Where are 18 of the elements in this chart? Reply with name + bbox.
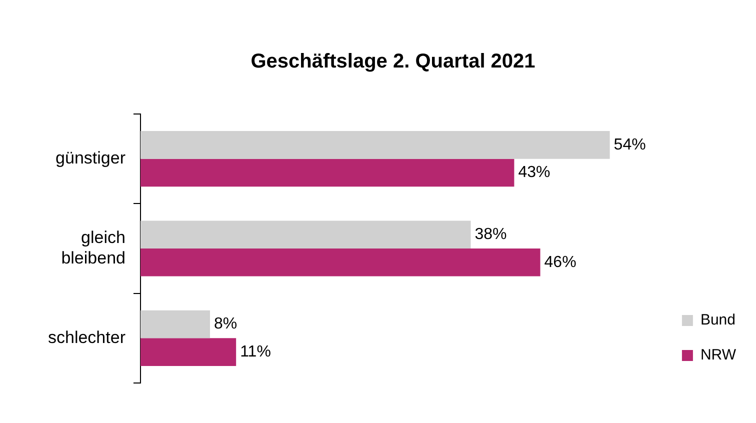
legend-label: NRW	[700, 346, 737, 364]
data-label: 46%	[544, 254, 576, 271]
bar	[140, 310, 210, 338]
legend-label: Bund	[700, 312, 736, 329]
y-tick-label: gleich bleibend	[61, 228, 126, 268]
bar	[140, 158, 514, 187]
bar	[140, 220, 471, 248]
data-label: 38%	[474, 226, 507, 244]
chart-title: Geschäftslage 2. Quartal 2021	[250, 50, 536, 73]
data-label: 54%	[614, 136, 646, 154]
y-tick-label: günstiger	[56, 148, 126, 168]
data-label: 11%	[240, 343, 271, 360]
data-label: 8%	[214, 316, 238, 333]
y-tick-label: schlechter	[48, 328, 126, 347]
bar	[140, 248, 540, 276]
bar	[140, 338, 236, 366]
bar	[140, 131, 610, 159]
data-label: 43%	[518, 164, 550, 182]
